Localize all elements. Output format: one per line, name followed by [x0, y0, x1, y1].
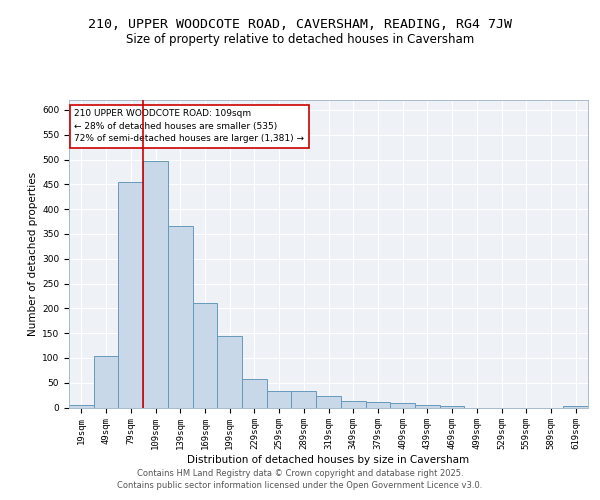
Bar	[365, 402, 390, 407]
Bar	[440, 406, 464, 407]
Bar	[563, 406, 588, 407]
X-axis label: Distribution of detached houses by size in Caversham: Distribution of detached houses by size …	[187, 455, 470, 465]
Bar	[415, 404, 440, 407]
Bar	[168, 226, 193, 408]
Bar	[193, 304, 217, 408]
Text: 210, UPPER WOODCOTE ROAD, CAVERSHAM, READING, RG4 7JW: 210, UPPER WOODCOTE ROAD, CAVERSHAM, REA…	[88, 18, 512, 30]
Bar	[316, 396, 341, 407]
Bar	[341, 401, 365, 407]
Bar	[390, 403, 415, 407]
Bar	[217, 336, 242, 407]
Bar	[118, 182, 143, 408]
Bar	[94, 356, 118, 408]
Text: Contains HM Land Registry data © Crown copyright and database right 2025.
Contai: Contains HM Land Registry data © Crown c…	[118, 469, 482, 490]
Bar	[267, 391, 292, 407]
Y-axis label: Number of detached properties: Number of detached properties	[28, 172, 38, 336]
Bar	[69, 404, 94, 407]
Bar	[242, 379, 267, 408]
Bar	[143, 161, 168, 408]
Text: 210 UPPER WOODCOTE ROAD: 109sqm
← 28% of detached houses are smaller (535)
72% o: 210 UPPER WOODCOTE ROAD: 109sqm ← 28% of…	[74, 109, 304, 143]
Bar	[292, 391, 316, 407]
Text: Size of property relative to detached houses in Caversham: Size of property relative to detached ho…	[126, 32, 474, 46]
